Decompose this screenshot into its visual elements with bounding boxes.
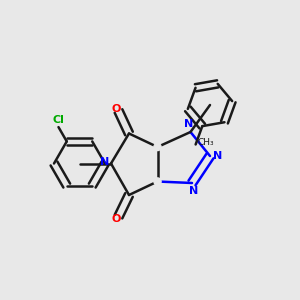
Text: N: N <box>184 119 194 130</box>
Text: N: N <box>213 151 222 161</box>
Text: Cl: Cl <box>52 115 64 125</box>
Circle shape <box>154 178 161 185</box>
Text: CH₃: CH₃ <box>197 139 214 148</box>
Text: N: N <box>100 157 110 167</box>
Text: O: O <box>111 103 121 114</box>
Text: N: N <box>189 185 198 196</box>
Text: O: O <box>111 214 121 224</box>
Circle shape <box>154 143 161 151</box>
